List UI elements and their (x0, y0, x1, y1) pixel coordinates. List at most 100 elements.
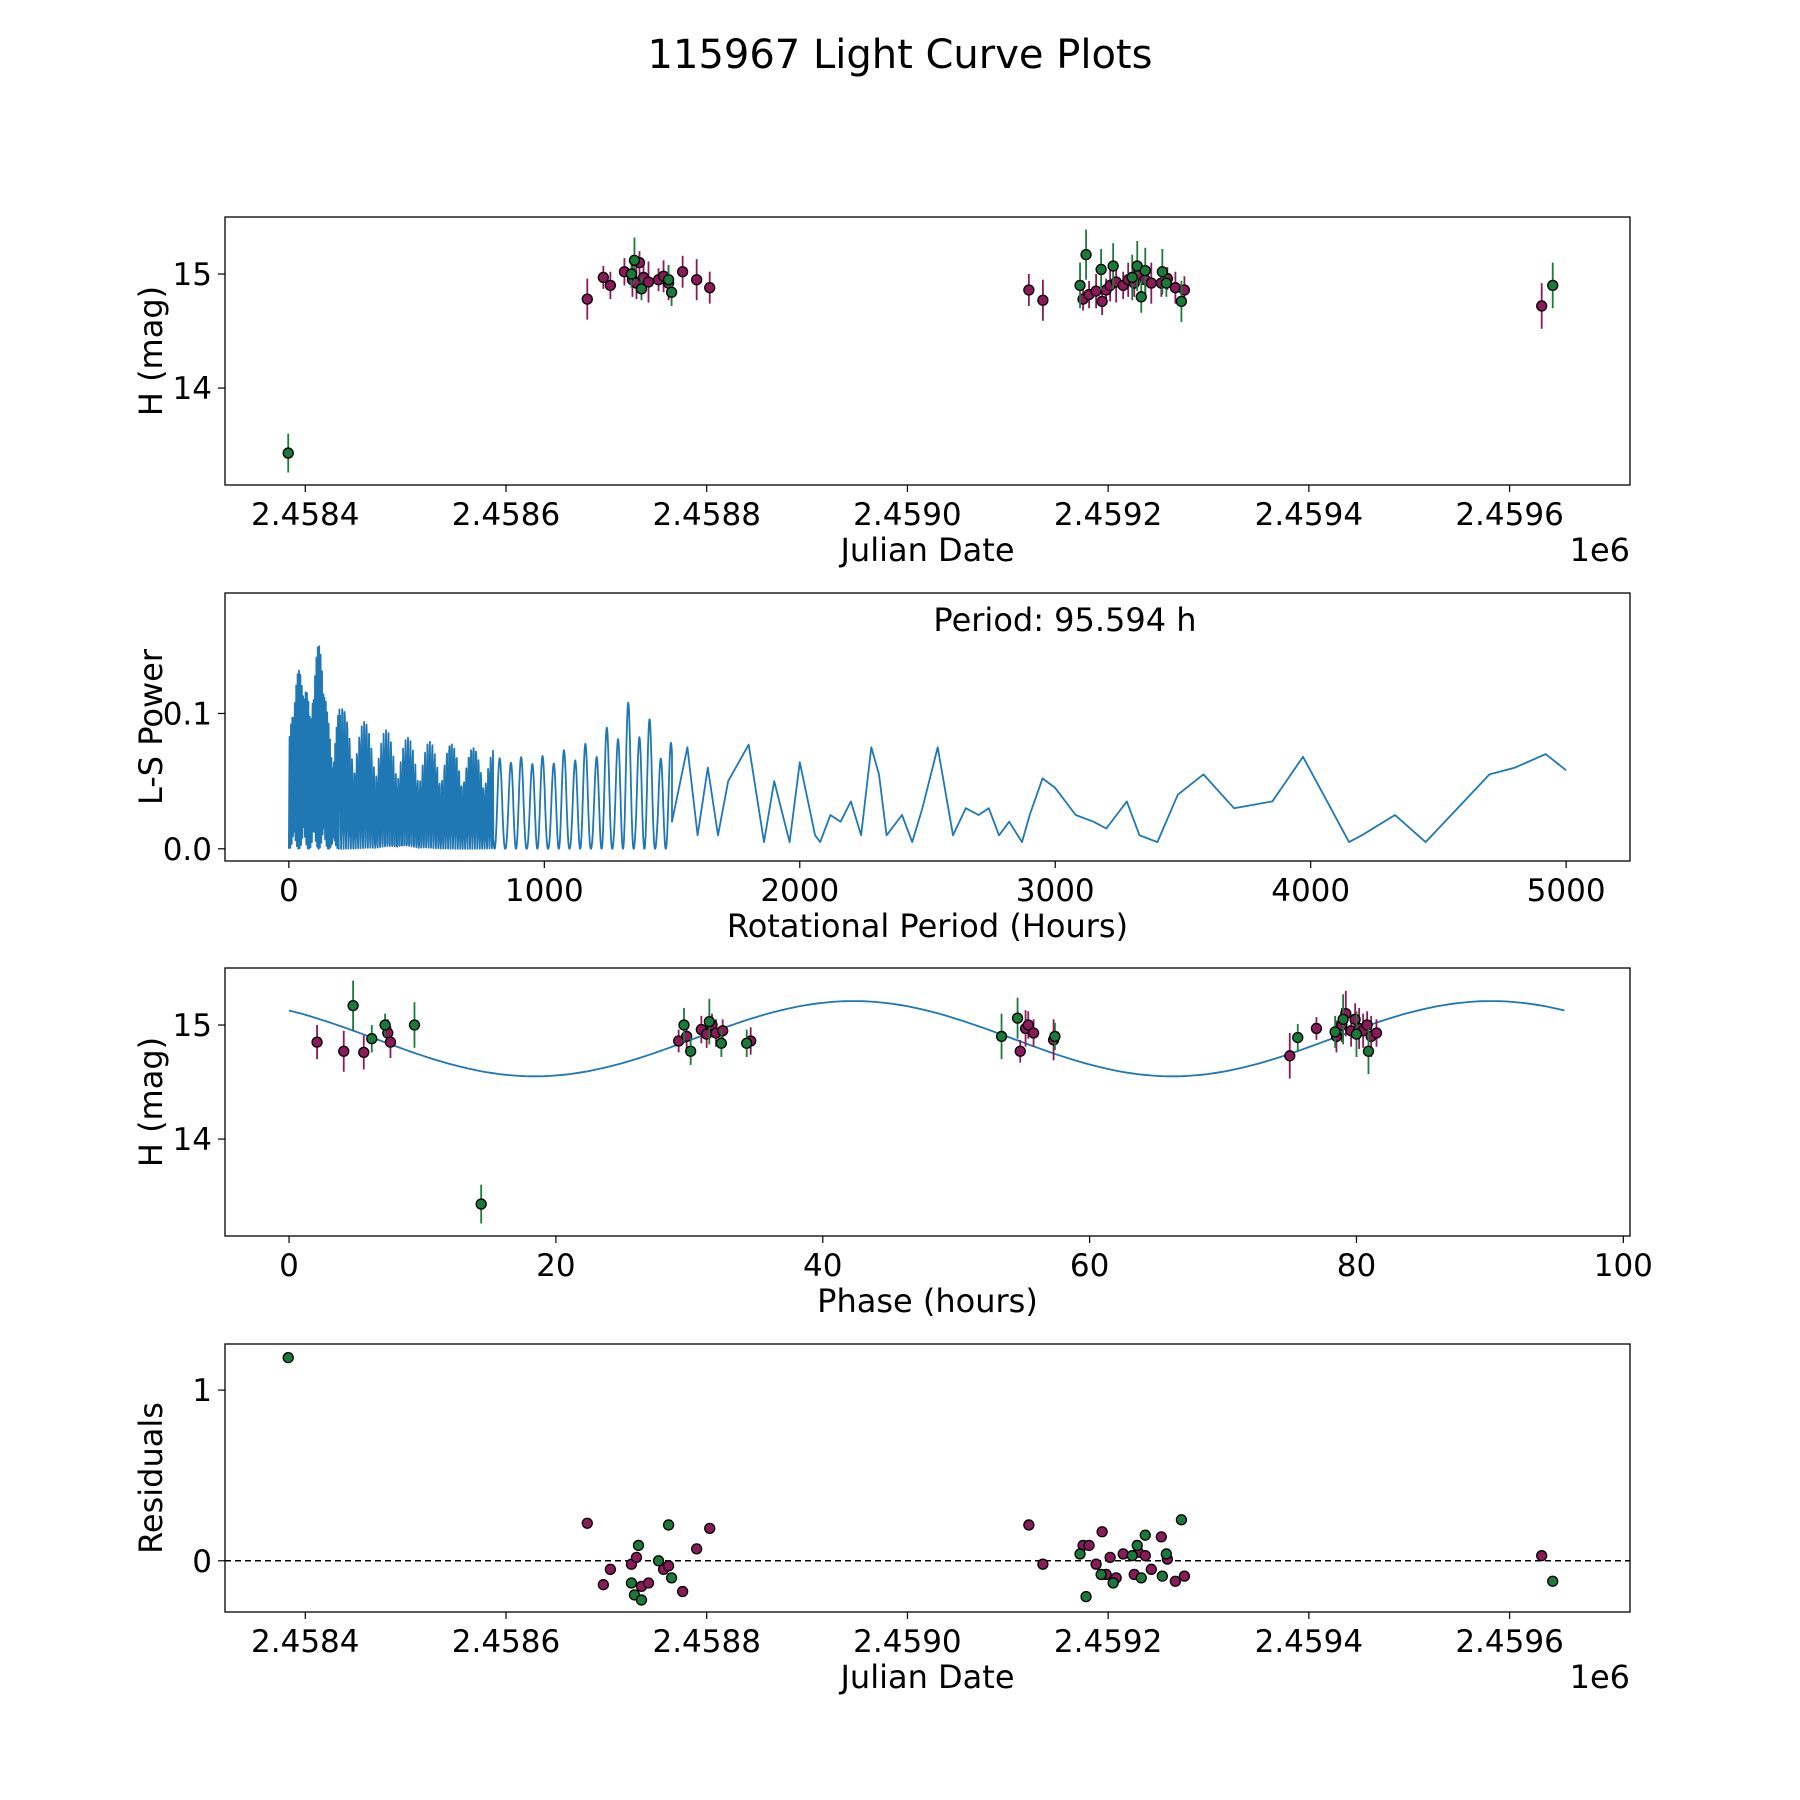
residuals-point-band-r (597, 1579, 609, 1591)
lightcurve-point-band-g (1160, 277, 1172, 289)
phased-point-band-g (685, 1045, 697, 1057)
phased-plot-area (288, 980, 1565, 1224)
lightcurve-xtick-label: 2.4586 (452, 497, 560, 533)
lightcurve-ylabel: H (mag) (132, 286, 170, 416)
residuals-point-band-r (604, 1563, 617, 1575)
lightcurve-point-band-g (1107, 260, 1119, 272)
lightcurve-xtick-label: 2.4594 (1255, 497, 1363, 533)
phased-point-band-g (1350, 1028, 1363, 1040)
lightcurve-point-band-r (1096, 295, 1108, 308)
lightcurve-point-band-g (665, 286, 678, 298)
lightcurve-axes-frame (224, 216, 1631, 486)
phased-xtick-label: 100 (1594, 1248, 1653, 1284)
residuals-xtick-label: 2.4586 (452, 1624, 560, 1660)
residuals-point-band-g (625, 1577, 638, 1589)
phased-point-band-g (1049, 1030, 1061, 1043)
phased-point-band-r (1027, 1027, 1040, 1039)
ls-power-line (288, 645, 1567, 850)
phased-xtick-label: 80 (1337, 1248, 1376, 1284)
residuals-xtick-label: 2.4584 (251, 1624, 359, 1660)
residuals-xtick-label: 2.4588 (652, 1624, 760, 1660)
lightcurve-point-band-r (597, 271, 609, 284)
lightcurve-xtick-label: 2.4592 (1054, 497, 1162, 533)
lightcurve-point-band-r (1023, 284, 1035, 296)
phased-xtick-label: 0 (279, 1248, 299, 1284)
lightcurve-ytick-label: 14 (173, 371, 212, 407)
lightcurve-point-band-r (691, 274, 703, 286)
lightcurve-point-band-g (1135, 291, 1147, 303)
phased-point-band-r (1349, 1013, 1361, 1025)
phased-xtick-label: 20 (536, 1248, 575, 1284)
residuals-point-band-r (1023, 1519, 1035, 1531)
lightcurve-xtick-label: 2.4596 (1455, 497, 1563, 533)
phased-point-band-r (358, 1046, 370, 1059)
phased-axes-frame (224, 967, 1631, 1237)
lightcurve-point-band-r (581, 293, 593, 305)
phased-point-band-g (1292, 1031, 1304, 1044)
residuals-ylabel: Residuals (132, 1402, 170, 1554)
phased-point-band-g (347, 999, 359, 1012)
lightcurve-xtick-label: 2.4584 (251, 497, 359, 533)
residuals-xtick-label: 2.4590 (853, 1624, 961, 1660)
residuals-point-band-r (1145, 1563, 1157, 1575)
phased-xtick-label: 40 (803, 1248, 842, 1284)
lightcurve-point-band-g (1175, 295, 1188, 308)
lightcurve-xlabel: Julian Date (838, 531, 1014, 569)
residuals-point-band-r (1117, 1548, 1129, 1560)
residuals-point-band-g (1131, 1539, 1143, 1552)
lightcurve-point-band-r (1145, 277, 1157, 289)
lightcurve-point-band-r (704, 282, 716, 294)
residuals-point-band-g (662, 1519, 675, 1531)
phased-point-band-g (715, 1037, 728, 1049)
phased-point-band-g (366, 1033, 378, 1045)
phased-point-band-g (703, 1015, 715, 1028)
figure-title: 115967 Light Curve Plots (648, 32, 1153, 78)
lightcurve-point-band-g (1139, 264, 1151, 277)
residuals-axes-frame (224, 1343, 1631, 1613)
residuals-point-band-r (1090, 1558, 1102, 1570)
phased-point-band-g (408, 1019, 421, 1031)
lightcurve-plot-area (282, 229, 1559, 473)
periodogram-xtick-label: 5000 (1527, 873, 1606, 909)
phased-point-band-g (1011, 1012, 1024, 1024)
phased-point-band-r (1022, 1019, 1034, 1031)
phased-point-band-r (717, 1025, 729, 1037)
residuals-point-band-g (635, 1594, 648, 1606)
residuals-offset-label: 1e6 (1570, 1658, 1630, 1696)
lightcurve-panel: 2.4584 2.4586 2.4588 2.4590 2.4592 2.4594 2.45… (132, 216, 1631, 569)
periodogram-ytick-label: 0.1 (163, 696, 212, 732)
residuals-point-band-r (1155, 1531, 1167, 1543)
residuals-point-band-r (704, 1522, 716, 1535)
lightcurve-point-band-g (282, 447, 294, 459)
residuals-point-band-g (1107, 1577, 1119, 1589)
residuals-point-band-g (1126, 1550, 1138, 1562)
residuals-ytick-label: 0 (192, 1544, 212, 1580)
periodogram-ytick-label: 0.0 (163, 832, 212, 868)
lightcurve-offset-label: 1e6 (1570, 531, 1630, 569)
phased-point-band-r (338, 1045, 350, 1057)
residuals-point-band-r (1096, 1526, 1108, 1538)
lightcurve-point-band-r (1536, 300, 1548, 312)
lightcurve-point-band-g (1156, 266, 1168, 278)
periodogram-xtick-label: 0 (279, 873, 299, 909)
residuals-point-band-r (1104, 1551, 1116, 1564)
phased-point-band-g (1362, 1045, 1375, 1057)
residuals-point-band-g (1074, 1548, 1086, 1560)
residuals-point-band-g (1175, 1514, 1188, 1526)
phased-xtick-label: 60 (1070, 1248, 1109, 1284)
periodogram-axes-frame (224, 592, 1631, 862)
phased-point-band-r (1014, 1045, 1026, 1057)
phased-point-band-r (1284, 1050, 1296, 1062)
residuals-xtick-label: 2.4594 (1255, 1624, 1363, 1660)
residuals-xlabel: Julian Date (838, 1658, 1014, 1696)
residuals-point-band-g (1156, 1570, 1168, 1582)
phased-point-band-g (475, 1198, 487, 1210)
residuals-point-band-g (1080, 1590, 1092, 1603)
lightcurve-xtick-label: 2.4590 (853, 497, 961, 533)
residuals-point-band-g (282, 1352, 294, 1364)
lightcurve-point-band-g (1126, 271, 1138, 284)
residuals-point-band-g (632, 1539, 645, 1552)
residuals-point-band-g (1135, 1572, 1147, 1584)
lightcurve-point-band-g (1074, 279, 1086, 292)
